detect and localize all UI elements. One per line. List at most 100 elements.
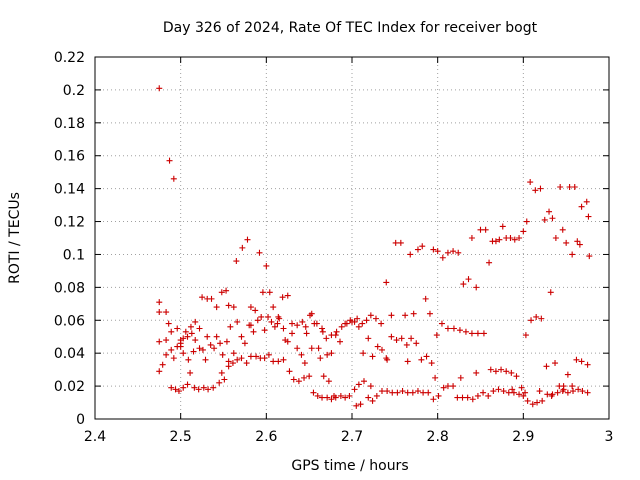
data-point xyxy=(554,389,561,396)
data-point xyxy=(221,376,228,383)
data-point xyxy=(320,373,327,380)
data-point xyxy=(200,384,207,391)
y-tick-label: 0.06 xyxy=(54,313,85,329)
x-tick-label: 2.4 xyxy=(84,429,106,445)
data-point xyxy=(168,384,175,391)
data-point xyxy=(578,203,585,210)
data-point xyxy=(156,338,163,345)
data-point xyxy=(388,333,395,340)
data-point xyxy=(564,389,571,396)
data-point xyxy=(156,85,163,92)
data-point xyxy=(474,330,481,337)
data-point xyxy=(520,228,527,235)
data-point xyxy=(414,388,421,395)
data-point xyxy=(188,330,195,337)
data-point xyxy=(168,346,175,353)
data-point xyxy=(172,386,179,393)
data-point xyxy=(547,289,554,296)
data-point xyxy=(498,366,505,373)
data-point xyxy=(413,340,420,347)
data-point xyxy=(486,259,493,266)
data-point xyxy=(378,320,385,327)
data-point xyxy=(384,356,391,363)
data-point xyxy=(196,345,203,352)
data-point xyxy=(256,249,263,256)
data-point xyxy=(238,333,245,340)
data-point xyxy=(552,360,559,367)
data-points xyxy=(156,85,593,409)
data-point xyxy=(319,394,326,401)
data-point xyxy=(196,325,203,332)
data-point xyxy=(360,378,367,385)
data-point xyxy=(393,337,400,344)
data-point xyxy=(289,320,296,327)
data-point xyxy=(432,374,439,381)
data-point xyxy=(537,185,544,192)
data-point xyxy=(511,236,518,243)
data-point xyxy=(392,239,399,246)
data-point xyxy=(190,348,197,355)
data-point xyxy=(444,325,451,332)
data-point xyxy=(505,389,512,396)
data-point xyxy=(331,392,338,399)
data-point xyxy=(199,346,206,353)
data-point xyxy=(462,328,469,335)
data-point xyxy=(276,315,283,322)
data-point xyxy=(252,307,259,314)
data-point xyxy=(456,327,463,334)
data-point xyxy=(156,368,163,375)
data-point xyxy=(513,373,520,380)
data-point xyxy=(508,369,515,376)
data-point xyxy=(268,318,275,325)
data-point xyxy=(433,332,440,339)
data-point xyxy=(229,360,236,367)
data-point xyxy=(397,239,404,246)
data-point xyxy=(337,392,344,399)
data-point xyxy=(230,304,237,311)
data-point xyxy=(480,330,487,337)
data-point xyxy=(199,294,206,301)
data-point xyxy=(177,337,184,344)
data-point xyxy=(560,386,567,393)
data-point xyxy=(319,325,326,332)
data-point xyxy=(499,223,506,230)
data-point xyxy=(319,328,326,335)
data-point xyxy=(516,391,523,398)
data-point xyxy=(280,325,287,332)
data-point xyxy=(492,238,499,245)
data-point xyxy=(298,351,305,358)
data-point xyxy=(234,356,241,363)
data-point xyxy=(509,386,516,393)
data-point xyxy=(569,251,576,258)
data-point xyxy=(250,328,257,335)
data-point xyxy=(213,333,220,340)
data-point xyxy=(266,289,273,296)
data-point xyxy=(440,384,447,391)
x-tick-label: 2.9 xyxy=(512,429,534,445)
data-point xyxy=(507,235,514,241)
data-point xyxy=(373,392,380,399)
data-point xyxy=(468,235,475,241)
data-point xyxy=(243,360,250,367)
data-point xyxy=(359,320,366,327)
data-point xyxy=(523,218,530,225)
data-point xyxy=(328,396,335,403)
x-tick-label: 3 xyxy=(605,429,614,445)
data-point xyxy=(156,309,163,316)
data-point xyxy=(295,378,302,385)
data-point xyxy=(324,351,331,358)
data-point xyxy=(532,187,539,194)
data-point xyxy=(294,322,301,329)
data-point xyxy=(566,183,573,190)
data-point xyxy=(524,397,531,404)
data-point xyxy=(570,388,577,395)
data-point xyxy=(271,323,278,330)
data-point xyxy=(174,325,181,332)
data-point xyxy=(163,309,170,316)
data-point xyxy=(474,392,481,399)
data-point xyxy=(529,401,536,408)
data-point xyxy=(180,384,187,391)
data-point xyxy=(357,401,364,408)
data-point xyxy=(520,392,527,399)
data-point xyxy=(407,251,414,258)
